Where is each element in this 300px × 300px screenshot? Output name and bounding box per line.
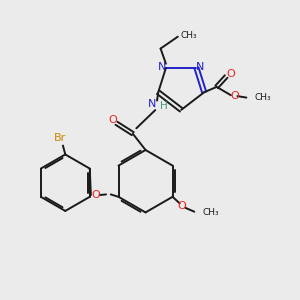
Text: N: N [158,62,166,72]
Text: N: N [148,99,156,109]
Text: O: O [231,91,239,101]
Text: CH₃: CH₃ [202,208,219,217]
Text: CH₃: CH₃ [255,93,271,102]
Text: H: H [160,101,168,111]
Text: O: O [177,201,186,211]
Text: O: O [226,69,235,79]
Text: CH₃: CH₃ [180,31,197,40]
Text: O: O [108,115,117,125]
Text: N: N [196,62,204,72]
Text: O: O [92,190,100,200]
Text: Br: Br [54,134,66,143]
